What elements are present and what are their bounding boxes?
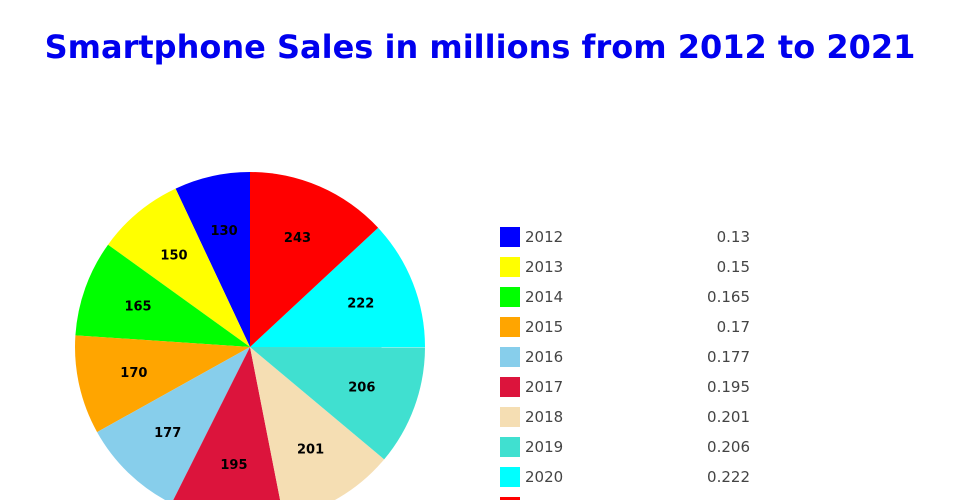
legend-value: 0.222 xyxy=(707,468,750,486)
legend-item-2016[interactable]: 2016 0.177 xyxy=(500,347,750,367)
slice-label-2013: 150 xyxy=(160,248,187,263)
slice-label-2017: 195 xyxy=(220,458,247,473)
legend-swatch xyxy=(500,407,520,427)
legend-value: 0.15 xyxy=(717,258,750,276)
legend-swatch xyxy=(500,467,520,487)
legend-swatch xyxy=(500,227,520,247)
pie-slice-labels: 130 150 165 170 177 195 201 206 222 243 xyxy=(120,224,375,473)
slice-label-2016: 177 xyxy=(154,426,181,441)
legend-swatch xyxy=(500,287,520,307)
legend-item-2020[interactable]: 2020 0.222 xyxy=(500,467,750,487)
slice-label-2014: 165 xyxy=(124,300,151,315)
pie-slice-2012 xyxy=(175,172,250,347)
legend-swatch xyxy=(500,317,520,337)
slice-label-2012: 130 xyxy=(210,224,237,239)
legend-label: 2018 xyxy=(525,408,563,426)
legend-swatch xyxy=(500,347,520,367)
pie-slice-2015 xyxy=(75,335,250,433)
legend-item-2019[interactable]: 2019 0.206 xyxy=(500,437,750,457)
legend-label: 2017 xyxy=(525,378,563,396)
slice-label-2020: 222 xyxy=(347,296,374,311)
legend-label: 2019 xyxy=(525,438,563,456)
pie-slice-2018 xyxy=(250,347,385,500)
legend-item-2018[interactable]: 2018 0.201 xyxy=(500,407,750,427)
slice-label-2018: 201 xyxy=(297,442,324,457)
legend-label: 2015 xyxy=(525,318,563,336)
legend-value: 0.17 xyxy=(717,318,750,336)
legend-label: 2013 xyxy=(525,258,563,276)
legend-swatch xyxy=(500,257,520,277)
pie-slice-2016 xyxy=(97,347,250,500)
legend-label: 2020 xyxy=(525,468,563,486)
legend-item-2021[interactable]: 2021 0.243 xyxy=(500,497,750,500)
legend-value: 0.13 xyxy=(717,228,750,246)
legend-swatch xyxy=(500,497,520,500)
pie-slice-2021 xyxy=(250,172,379,347)
legend-label: 2021 xyxy=(525,498,563,500)
slice-label-2019: 206 xyxy=(348,381,375,396)
legend-value: 0.206 xyxy=(707,438,750,456)
pie-slice-2019 xyxy=(250,347,425,460)
legend-value: 0.195 xyxy=(707,378,750,396)
legend-value: 0.243 xyxy=(707,498,750,500)
legend-swatch xyxy=(500,437,520,457)
legend-label: 2014 xyxy=(525,288,563,306)
pie-slice-2013 xyxy=(108,188,250,347)
pie-slice-2020 xyxy=(250,227,425,348)
slice-label-2021: 243 xyxy=(284,231,311,246)
pie-slices xyxy=(75,172,425,500)
legend-value: 0.177 xyxy=(707,348,750,366)
legend-item-2013[interactable]: 2013 0.15 xyxy=(500,257,750,277)
pie-slice-2017 xyxy=(173,347,281,500)
pie-slice-2014 xyxy=(75,244,251,347)
legend-item-2014[interactable]: 2014 0.165 xyxy=(500,287,750,307)
legend-value: 0.201 xyxy=(707,408,750,426)
legend-item-2017[interactable]: 2017 0.195 xyxy=(500,377,750,397)
legend-label: 2012 xyxy=(525,228,563,246)
legend: 2012 0.13 2013 0.15 2014 0.165 2015 0.17 2016 0.1… xyxy=(500,227,750,500)
slice-label-2015: 170 xyxy=(120,366,147,381)
legend-value: 0.165 xyxy=(707,288,750,306)
legend-swatch xyxy=(500,377,520,397)
chart-title: Smartphone Sales in millions from 2012 t… xyxy=(44,28,916,66)
legend-item-2012[interactable]: 2012 0.13 xyxy=(500,227,750,247)
legend-item-2015[interactable]: 2015 0.17 xyxy=(500,317,750,337)
legend-label: 2016 xyxy=(525,348,563,366)
